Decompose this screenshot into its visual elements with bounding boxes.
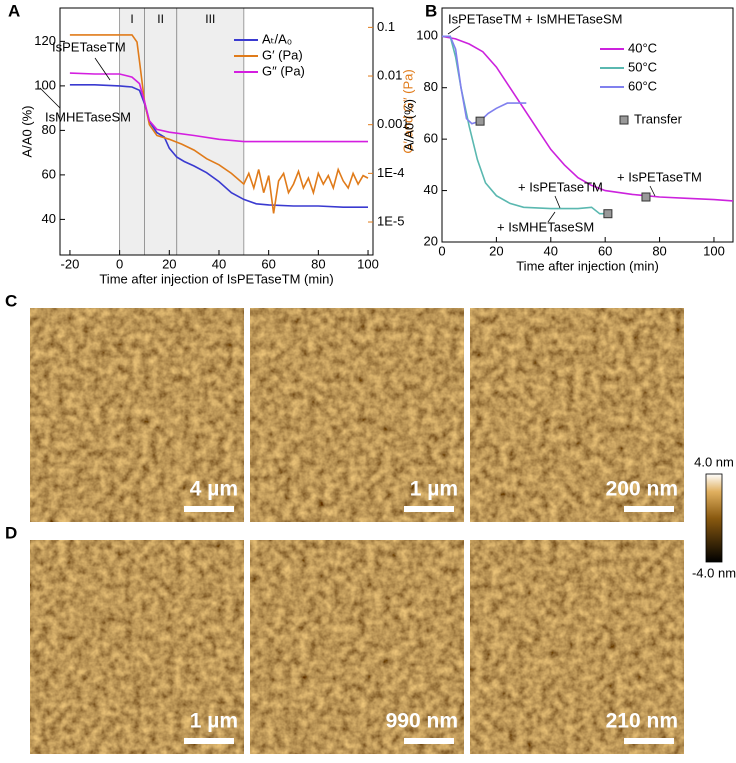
annotation: + IsMHETaseSM (497, 219, 594, 234)
panel-label: D (5, 523, 17, 542)
scale-bar-label: 1 µm (190, 710, 238, 733)
y-axis-label: A/A0 (%) (19, 105, 34, 157)
colorbar (705, 473, 723, 563)
y-axis-label: A/A0 (%) (401, 99, 416, 151)
annotation-arrow (39, 87, 61, 109)
y-tick-label: 100 (34, 77, 56, 92)
series-line (69, 72, 368, 143)
afm-image (470, 540, 684, 754)
series-line (69, 84, 368, 208)
legend-swatch (619, 115, 629, 125)
annotation: + IsPETaseTM (518, 179, 603, 194)
afm-image (470, 308, 684, 522)
afm-images: C 4 µm 1 µm 200 nm D 1 µm 990 nm 210 nm 4.0 nm -4… (5, 291, 736, 754)
annotation: IsPETaseTM (52, 39, 126, 54)
y-tick-label: 100 (416, 28, 438, 43)
series-line (442, 35, 527, 125)
x-tick-label: 20 (489, 243, 503, 258)
x-axis-label: Time after injection (min) (516, 258, 659, 273)
y-tick-label: 80 (42, 122, 56, 137)
annotation-arrow (447, 25, 461, 35)
y2-tick-label: 0.1 (377, 19, 395, 34)
plot-frame (59, 7, 374, 256)
afm-image (250, 540, 464, 754)
region-label: II (157, 12, 164, 26)
x-tick-label: 80 (652, 243, 666, 258)
y-tick-label: 60 (424, 131, 438, 146)
x-tick-label: 40 (212, 256, 226, 271)
y-tick-label: 40 (42, 211, 56, 226)
scale-bar (404, 738, 454, 744)
y-tick-label: 120 (34, 33, 56, 48)
transfer-marker (475, 116, 485, 126)
x-tick-label: 0 (116, 256, 123, 271)
y-tick-label: 20 (424, 233, 438, 248)
legend-label: 50°C (628, 59, 657, 74)
y2-tick-label: 0.001 (377, 116, 410, 131)
colorbar-min: -4.0 nm (692, 565, 736, 580)
scale-bar-label: 990 nm (386, 710, 458, 733)
scale-bar (624, 506, 674, 512)
legend-label: Transfer (634, 111, 683, 126)
legend-label: 60°C (628, 78, 657, 93)
scale-bar (624, 738, 674, 744)
x-tick-label: 100 (357, 256, 379, 271)
y2-tick-label: 0.01 (377, 67, 402, 82)
x-tick-label: 40 (544, 243, 558, 258)
annotation: + IsPETaseTM (617, 169, 702, 184)
legend-label: G′ (Pa) (262, 47, 303, 62)
y-tick-label: 80 (424, 79, 438, 94)
plot-frame (441, 7, 734, 243)
x-tick-label: 60 (261, 256, 275, 271)
scale-bar (404, 506, 454, 512)
x-tick-label: 80 (311, 256, 325, 271)
afm-image (250, 308, 464, 522)
scale-bar-label: 4 µm (190, 478, 238, 501)
afm-image (30, 308, 244, 522)
annotation-arrow (649, 185, 656, 197)
y2-tick-label: 1E-5 (377, 213, 404, 228)
x-tick-label: 20 (162, 256, 176, 271)
x-tick-label: 60 (598, 243, 612, 258)
legend-label: 40°C (628, 40, 657, 55)
region (144, 7, 178, 256)
region-label: III (205, 12, 215, 26)
transfer-marker (641, 192, 651, 202)
annotation-arrow (554, 195, 561, 209)
afm-image (30, 540, 244, 754)
legend-label: Aₜ/A₀ (262, 31, 292, 46)
annotation: IsPETaseTM + IsMHETaseSM (448, 11, 622, 26)
x-tick-label: 0 (438, 243, 445, 258)
y2-tick-label: 1E-4 (377, 165, 404, 180)
panel-label: C (5, 291, 17, 310)
scale-bar (184, 738, 234, 744)
series-line (441, 35, 734, 202)
x-tick-label: 100 (703, 243, 725, 258)
scale-bar-label: 1 µm (410, 478, 458, 501)
panel-label: B (425, 1, 437, 20)
x-tick-label: -20 (61, 256, 80, 271)
x-axis-label: Time after injection of IsPETaseTM (min) (99, 271, 333, 286)
y-tick-label: 60 (42, 166, 56, 181)
annotation: IsMHETaseSM (45, 109, 131, 124)
region (176, 7, 245, 256)
colorbar-max: 4.0 nm (694, 454, 734, 469)
scale-bar-label: 210 nm (606, 710, 678, 733)
annotation-arrow (547, 211, 556, 223)
transfer-marker (603, 209, 613, 219)
y2-axis-label: G′ and G″ (Pa) (400, 69, 415, 153)
annotation-arrow (94, 57, 111, 81)
panel-label: A (8, 1, 20, 20)
scale-bar-label: 200 nm (606, 478, 678, 501)
legend-label: G″ (Pa) (262, 63, 305, 78)
region-label: I (130, 12, 133, 26)
y-tick-label: 40 (424, 182, 438, 197)
scale-bar (184, 506, 234, 512)
